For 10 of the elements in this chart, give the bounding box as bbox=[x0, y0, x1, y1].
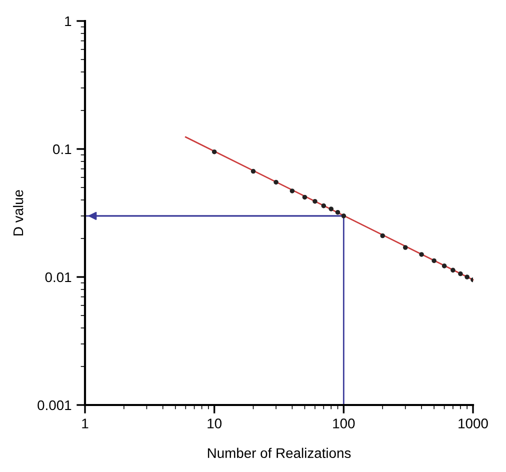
x-tick-label: 1000 bbox=[458, 418, 488, 428]
y-tick-label: 0.001 bbox=[38, 400, 72, 410]
y-tick-label: 0.01 bbox=[45, 272, 72, 282]
x-tick-label: 10 bbox=[208, 418, 222, 428]
y-axis-title: D value bbox=[12, 190, 24, 236]
y-tick-label: 1 bbox=[65, 16, 72, 26]
x-tick-label: 1 bbox=[82, 418, 88, 428]
x-axis-title: Number of Realizations bbox=[208, 448, 351, 458]
x-tick-label: 100 bbox=[333, 418, 355, 428]
y-tick-label: 0.1 bbox=[53, 144, 72, 154]
